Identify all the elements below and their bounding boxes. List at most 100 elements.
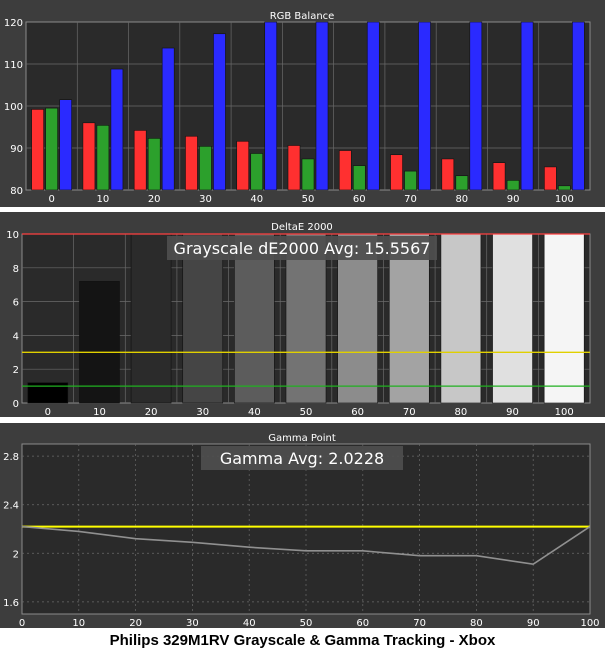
- rgb-bar-green-50: [301, 158, 315, 191]
- rgb-x-tick-label-40: 40: [250, 194, 263, 205]
- rgb-bar-red-80: [441, 158, 455, 191]
- rgb-bar-red-60: [338, 150, 352, 191]
- de-y-tick-label-4: 8: [13, 264, 19, 275]
- rgb-bar-red-90: [492, 162, 506, 191]
- rgb-bar-red-70: [390, 154, 403, 191]
- rgb-bar-blue-10: [110, 68, 124, 191]
- rgb-x-tick-label-50: 50: [302, 194, 315, 205]
- rgb-x-tick-label-100: 100: [555, 194, 574, 205]
- rgb-x-tick-label-70: 70: [404, 194, 417, 205]
- rgb-bar-green-80: [455, 175, 469, 191]
- gamma-annotation-text: Gamma Avg: 2.0228: [220, 449, 384, 468]
- rgb-bar-red-20: [133, 130, 147, 191]
- rgb-bar-blue-40: [264, 21, 278, 191]
- gamma-x-tick-label-90: 90: [527, 618, 540, 629]
- rgb-bar-red-10: [82, 122, 96, 191]
- gamma-chart-title: Gamma Point: [268, 433, 336, 444]
- rgb-x-tick-label-60: 60: [353, 194, 366, 205]
- rgb-x-tick-label-10: 10: [97, 194, 110, 205]
- rgb-bar-blue-90: [520, 21, 534, 191]
- rgb-bar-green-90: [506, 180, 520, 191]
- de-bar-0: [27, 382, 69, 404]
- rgb-bar-green-30: [199, 146, 212, 191]
- gamma-x-tick-label-20: 20: [129, 618, 142, 629]
- rgb-bar-blue-0: [59, 99, 72, 191]
- de-bar-80: [440, 233, 482, 404]
- rgb-x-tick-label-80: 80: [455, 194, 468, 205]
- rgb-y-tick-label-4: 120: [4, 18, 23, 29]
- de-y-tick-label-3: 6: [13, 298, 19, 309]
- de-annotation-text: Grayscale dE2000 Avg: 15.5567: [174, 239, 431, 258]
- rgb-x-tick-label-90: 90: [507, 194, 520, 205]
- de-x-tick-label-60: 60: [351, 407, 364, 418]
- de-bar-10: [79, 281, 120, 404]
- de-x-tick-label-50: 50: [300, 407, 313, 418]
- rgb-bar-red-30: [185, 135, 198, 191]
- rgb-bar-blue-20: [161, 47, 175, 191]
- gamma-x-tick-label-40: 40: [243, 618, 256, 629]
- rgb-bar-red-100: [544, 166, 557, 191]
- de-x-tick-label-10: 10: [93, 407, 106, 418]
- gamma-x-tick-label-100: 100: [580, 618, 599, 629]
- rgb-x-tick-label-0: 0: [48, 194, 54, 205]
- gamma-x-tick-label-30: 30: [186, 618, 199, 629]
- rgb-x-tick-label-30: 30: [199, 194, 212, 205]
- rgb-y-tick-label-0: 80: [10, 186, 23, 197]
- gamma-x-tick-label-60: 60: [356, 618, 369, 629]
- de-y-tick-label-1: 2: [13, 365, 19, 376]
- rgb-bar-green-40: [250, 153, 264, 191]
- rgb-y-tick-label-2: 100: [4, 102, 23, 113]
- rgb-bar-red-0: [31, 109, 44, 191]
- rgb-balance-panel: RGB Balance 80 90 100 110 120 0 10 20 30 40 50 60 70 8…: [0, 0, 605, 207]
- rgb-y-tick-label-1: 90: [10, 144, 23, 155]
- gamma-series-line-gamma_measured: [21, 525, 591, 566]
- rgb-bar-green-0: [45, 107, 58, 191]
- de-bar-50: [285, 233, 327, 404]
- rgb-y-tick-label-3: 110: [4, 60, 23, 71]
- de-x-tick-label-40: 40: [248, 407, 261, 418]
- gamma-y-tick-label-1: 2: [13, 549, 19, 560]
- de-bar-20: [130, 233, 172, 404]
- de-bar-90: [492, 233, 533, 404]
- de-y-tick-label-0: 0: [13, 399, 19, 410]
- de-x-tick-label-90: 90: [506, 407, 519, 418]
- rgb-bar-blue-30: [213, 33, 226, 191]
- gamma-x-tick-label-70: 70: [413, 618, 426, 629]
- de-bar-60: [337, 233, 378, 404]
- de-x-tick-label-80: 80: [455, 407, 468, 418]
- figure-caption: Philips 329M1RV Grayscale & Gamma Tracki…: [109, 632, 496, 649]
- gamma-x-tick-label-10: 10: [72, 618, 85, 629]
- gamma-y-tick-label-3: 2.8: [3, 452, 19, 463]
- gamma-x-tick-label-0: 0: [19, 618, 25, 629]
- rgb-bar-blue-100: [572, 21, 585, 191]
- de-x-tick-label-0: 0: [45, 407, 51, 418]
- de-bar-70: [388, 233, 430, 404]
- gamma-annotation-box: [201, 446, 403, 470]
- de-y-tick-label-5: 10: [6, 230, 19, 241]
- rgb-bar-blue-50: [315, 21, 329, 191]
- rgb-chart-title: RGB Balance: [270, 11, 335, 22]
- de-y-tick-label-2: 4: [13, 331, 19, 342]
- de-x-tick-label-30: 30: [196, 407, 209, 418]
- rgb-bar-green-60: [352, 165, 366, 191]
- gamma-y-tick-label-0: 1.6: [3, 598, 19, 609]
- gamma-x-tick-label-80: 80: [470, 618, 483, 629]
- rgb-bar-red-50: [287, 145, 301, 191]
- rgb-bar-green-20: [147, 138, 161, 191]
- de-bar-100: [543, 233, 585, 404]
- de-x-tick-label-20: 20: [145, 407, 158, 418]
- rgb-bar-green-10: [96, 125, 110, 191]
- rgb-bar-green-70: [404, 170, 417, 191]
- de-bar-40: [234, 233, 275, 404]
- rgb-bar-blue-60: [366, 21, 380, 191]
- gamma-panel: Gamma Point 1.6 2 2.4 2.8 0 10 20 30 40 50 60 70 80 90…: [0, 423, 605, 629]
- de-x-tick-label-100: 100: [555, 407, 574, 418]
- de-annotation-box: [167, 236, 437, 260]
- de-x-tick-label-70: 70: [403, 407, 416, 418]
- rgb-bar-red-40: [236, 140, 250, 191]
- gamma-y-tick-label-2: 2.4: [3, 501, 19, 512]
- gamma-x-tick-label-50: 50: [300, 618, 313, 629]
